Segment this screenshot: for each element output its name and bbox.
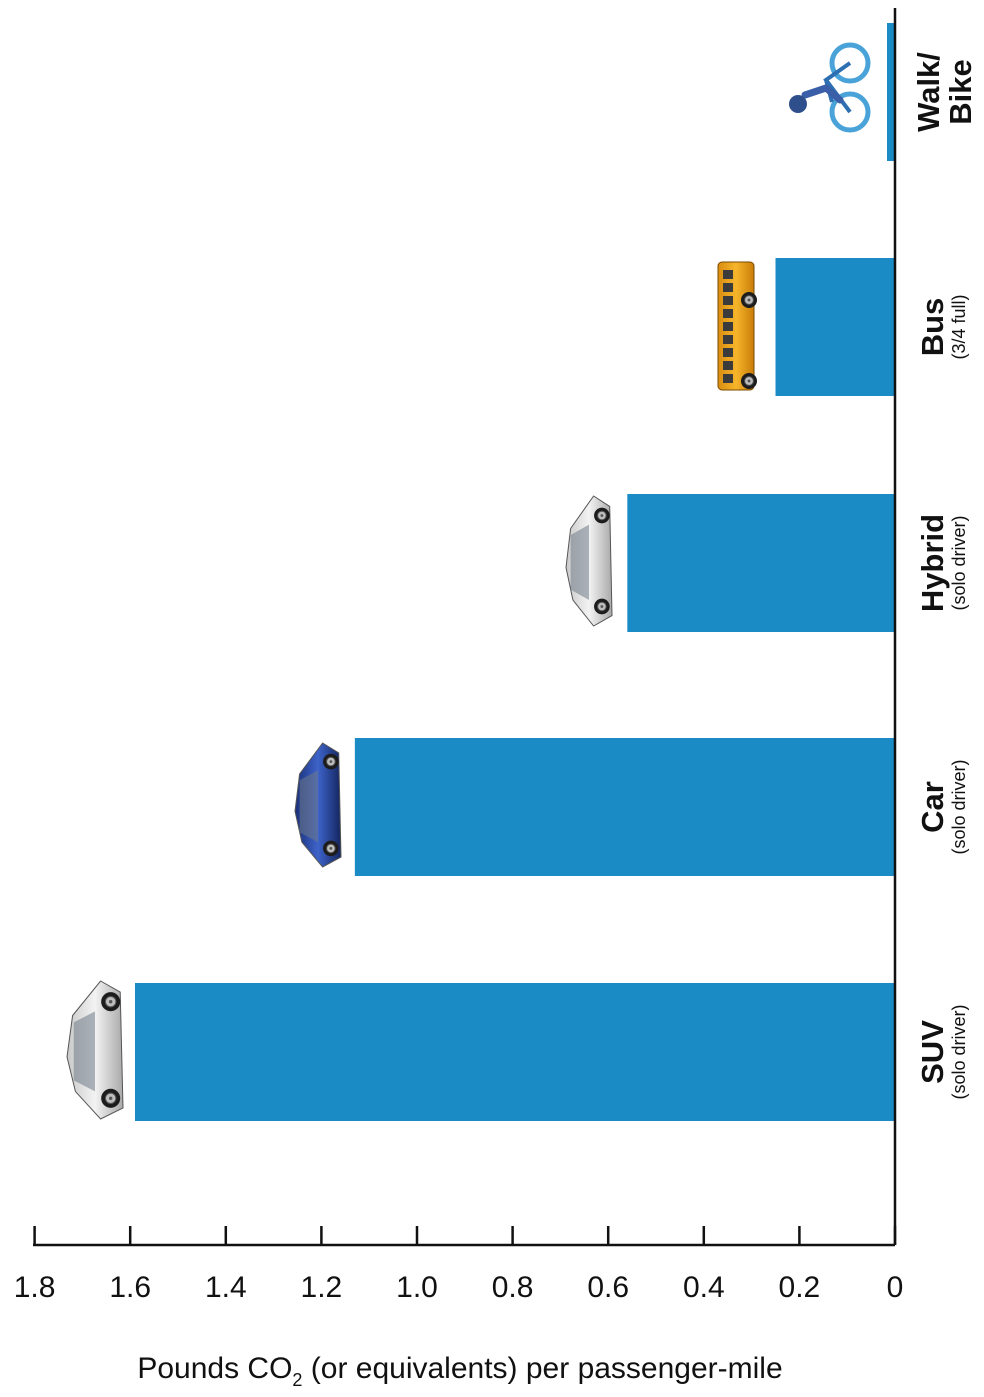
x-tick-label: 1.0: [396, 1271, 438, 1304]
x-tick-label: 0: [887, 1271, 904, 1304]
car-icon: [294, 742, 342, 868]
category-sublabel: (solo driver): [949, 515, 969, 610]
bars: [134, 23, 896, 1121]
category-sublabel: (solo driver): [949, 759, 969, 854]
category-label-group: Car (solo driver): [915, 759, 969, 854]
category-label-group: Bus (3/4 full): [915, 294, 969, 359]
hybrid-car-icon: [565, 495, 613, 627]
bar-car: [354, 738, 895, 876]
x-tick-label: 0.4: [683, 1271, 725, 1304]
x-tick-label: 1.8: [14, 1271, 56, 1304]
suv-icon: [66, 980, 124, 1120]
category-label-group: Hybrid (solo driver): [915, 514, 969, 612]
vehicle-icons: [66, 42, 871, 1120]
x-axis-ticks: 1.8 1.6 1.4 1.2 1.0 0.8 0.6 0.4 0.2 0: [14, 1226, 904, 1304]
category-sublabel: (solo driver): [949, 1004, 969, 1099]
category-labels: SUV (solo driver)Car (solo driver)Hybrid (s…: [911, 52, 978, 1100]
category-sublabel: (3/4 full): [949, 294, 969, 359]
category-label: Car: [915, 781, 950, 833]
category-label: Hybrid: [915, 514, 950, 612]
x-axis-title-main: Pounds CO: [137, 1352, 292, 1385]
category-label: SUV: [915, 1020, 950, 1084]
category-label-line2: Bike: [943, 59, 978, 124]
bus-icon: [717, 261, 757, 391]
bar-suv: [134, 983, 896, 1121]
bar-walk-bike: [887, 23, 895, 161]
x-axis-title: Pounds CO2 (or equivalents) per passenge…: [137, 1352, 782, 1390]
x-tick-label: 1.2: [301, 1271, 343, 1304]
x-tick-label: 0.2: [779, 1271, 821, 1304]
x-axis-title-subscript: 2: [292, 1370, 302, 1390]
category-label: Walk/: [911, 52, 946, 132]
x-tick-label: 0.8: [492, 1271, 534, 1304]
bicycle-icon: [789, 42, 871, 133]
x-tick-label: 1.4: [205, 1271, 247, 1304]
x-tick-label: 1.6: [109, 1271, 151, 1304]
bar-bus: [775, 258, 895, 396]
bar-hybrid: [627, 494, 895, 632]
category-label: Bus: [915, 298, 950, 357]
category-label-group: SUV (solo driver): [915, 1004, 969, 1099]
x-axis-title-rest: (or equivalents) per passenger-mile: [302, 1352, 782, 1385]
x-tick-label: 0.6: [587, 1271, 629, 1304]
category-label-group: Walk/Bike: [911, 52, 978, 132]
